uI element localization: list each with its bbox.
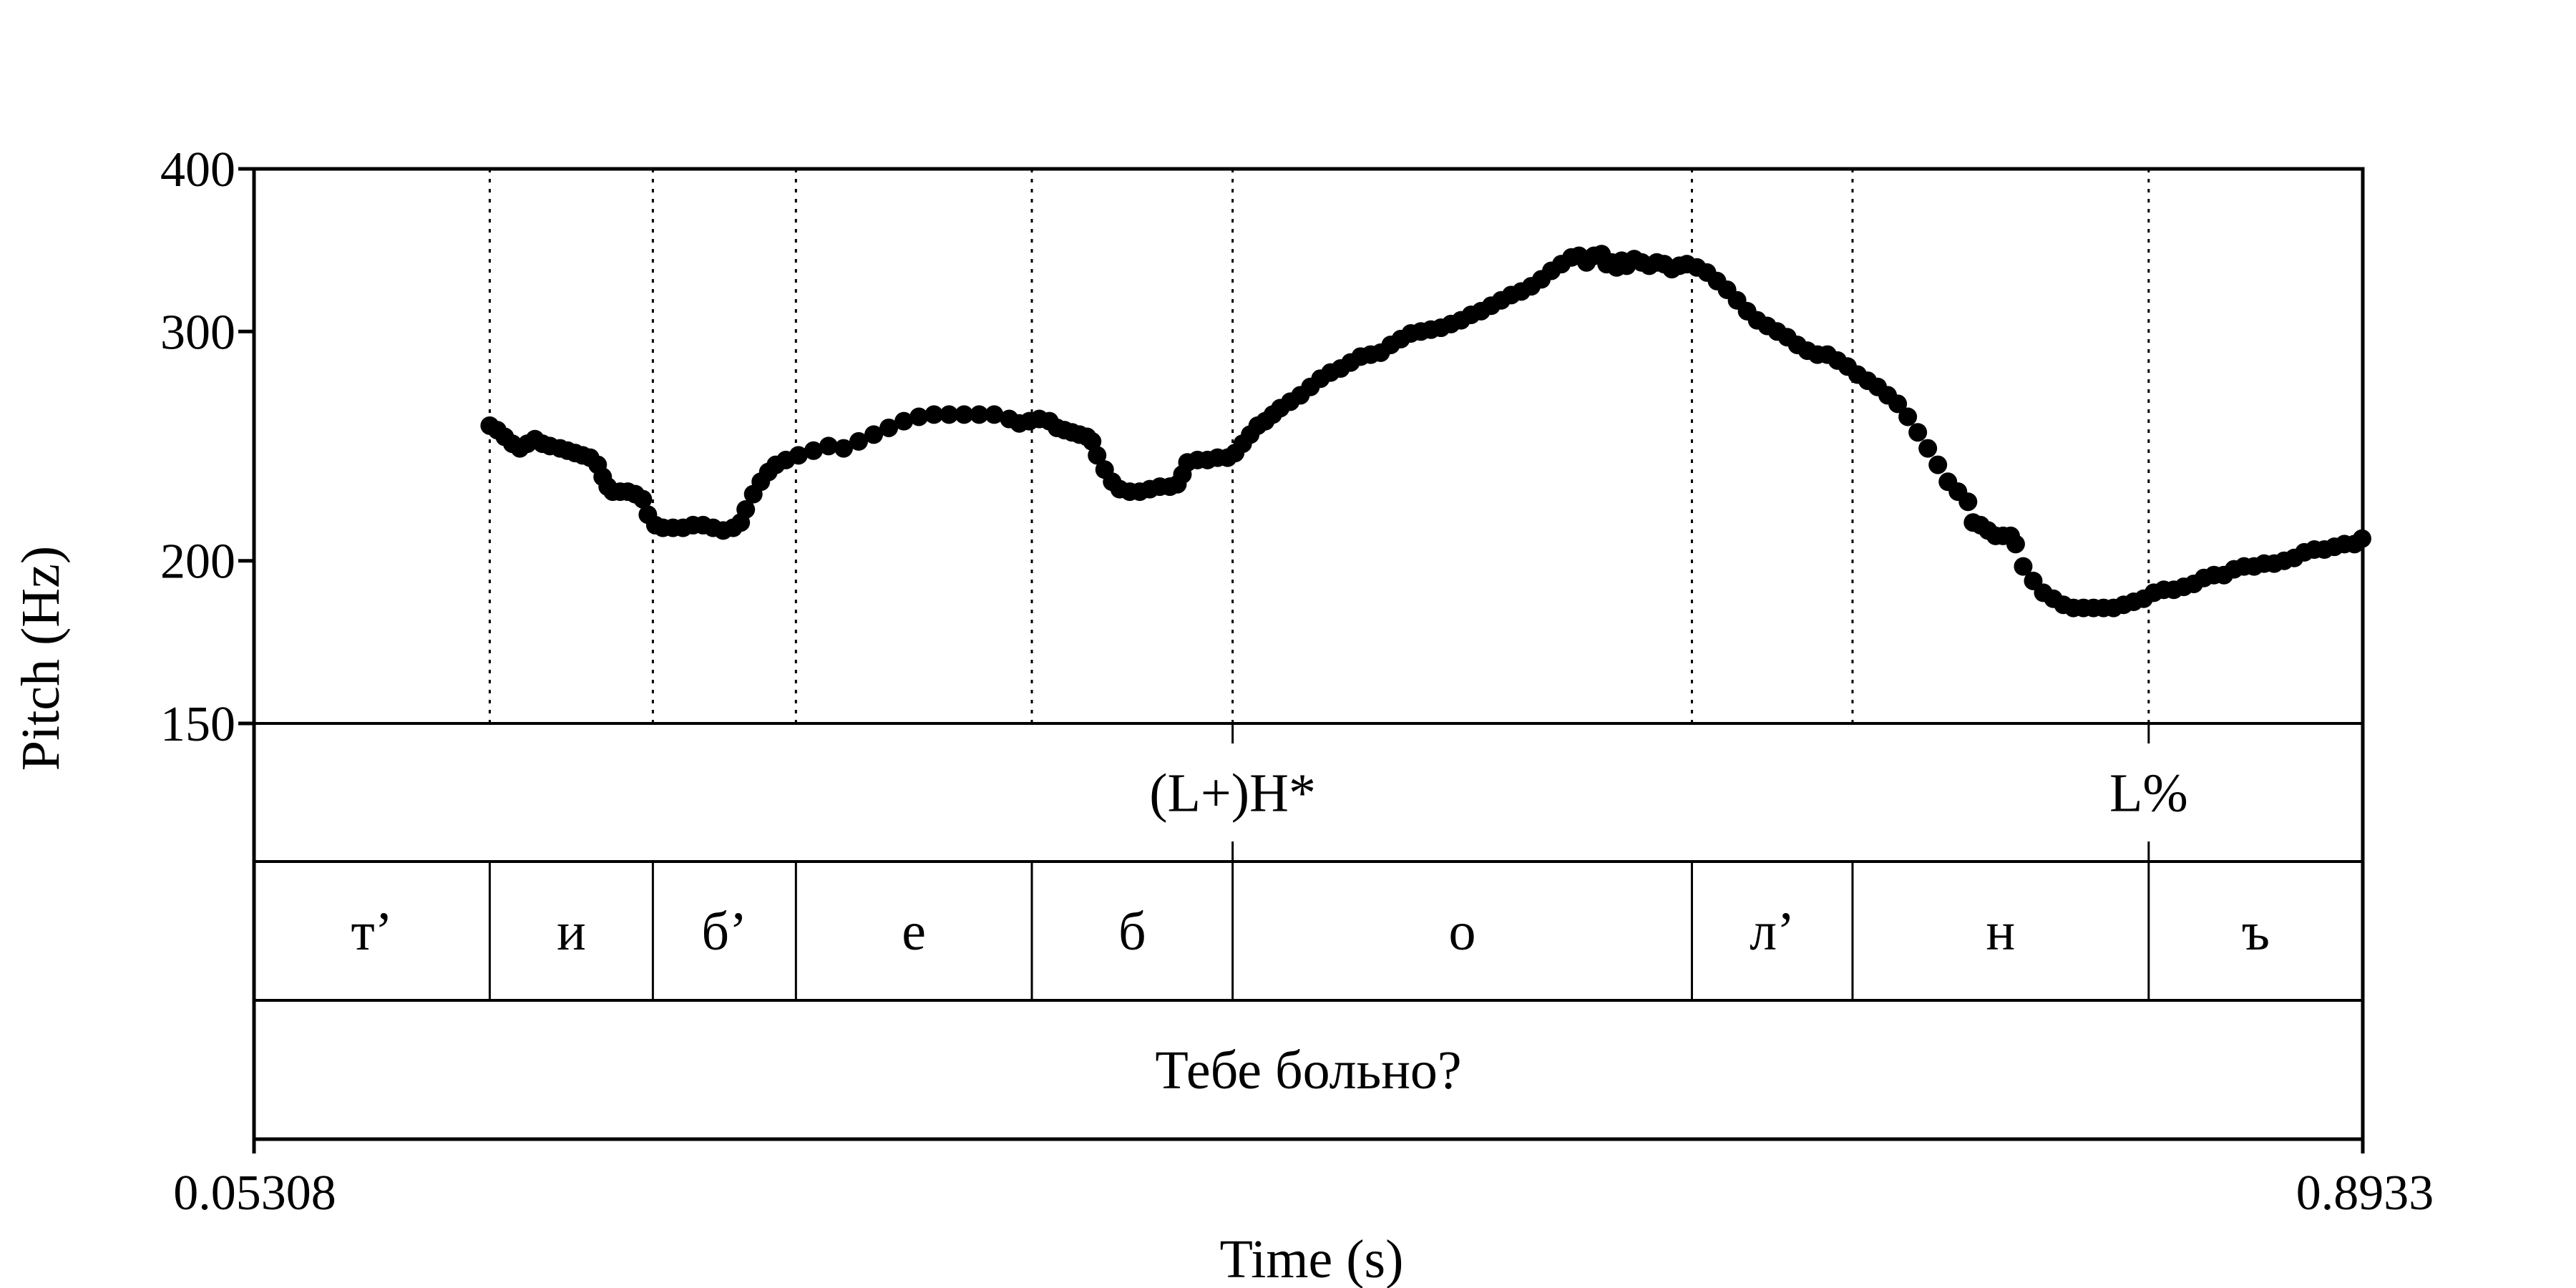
y-tick-label-2: 300 [160, 305, 235, 360]
phone-label-3: е [902, 902, 926, 962]
pitch-point-154 [1898, 407, 1918, 426]
tone-label-1: L% [2109, 763, 2188, 824]
pitch-point-43 [849, 431, 869, 451]
pitch-point-45 [879, 418, 899, 437]
pitch-point-153 [1888, 394, 1908, 414]
phone-label-7: н [1986, 902, 2016, 962]
y-axis-ticks: 150 200 300 400 [160, 142, 254, 752]
pitch-point-155 [1908, 423, 1928, 442]
y-tick-label-0: 150 [160, 697, 235, 752]
phone-label-8: ъ [2242, 902, 2270, 962]
x-axis-title: Time (s) [1220, 1229, 1404, 1288]
pitch-point-49 [940, 405, 959, 424]
y-tick-label-3: 400 [160, 142, 235, 197]
pitch-point-46 [894, 411, 914, 431]
pitch-point-167 [2006, 535, 2025, 554]
pitch-point-160 [1958, 492, 1978, 512]
y-tick-label-1: 200 [160, 535, 235, 590]
pitch-point-52 [985, 405, 1004, 424]
pitch-point-44 [864, 425, 884, 444]
x-min-label: 0.05308 [173, 1166, 336, 1221]
pitch-point-50 [955, 405, 974, 424]
phone-label-4: б [1118, 902, 1146, 962]
pitch-point-42 [834, 439, 853, 458]
pitch-point-47 [909, 407, 929, 426]
pitch-point-40 [804, 441, 823, 460]
pitch-point-21 [633, 489, 653, 509]
phone-label-6: л’ [1750, 902, 1795, 962]
pitch-point-51 [970, 405, 989, 424]
y-axis-title: Pitch (Hz) [11, 546, 71, 771]
phone-label-1: и [557, 902, 586, 962]
sentence-label-0: Тебе больно? [1155, 1040, 1461, 1101]
outer-frame [252, 167, 2365, 1141]
x-max-label: 0.8933 [2296, 1166, 2434, 1221]
phone-label-0: т’ [351, 902, 393, 962]
pitch-point-156 [1918, 439, 1938, 458]
pitch-point-39 [789, 446, 808, 465]
phone-label-2: б’ [701, 902, 747, 962]
pitch-point-157 [1928, 455, 1948, 474]
pitch-point-168 [2014, 557, 2033, 576]
annotation-tiers: (L+)H* L% т’ и б’ е б о л’ н ъ Тебе больно? [351, 763, 2270, 1101]
pitch-point-33 [736, 499, 756, 519]
phone-label-5: о [1449, 902, 1476, 962]
plot-frame [252, 167, 2365, 1153]
tone-label-0: (L+)H* [1149, 763, 1316, 824]
pitch-point-64 [1088, 446, 1107, 465]
pitch-point-41 [819, 436, 838, 456]
pitch-points [480, 245, 2371, 618]
boundary-lines [488, 169, 2150, 862]
pitch-point-48 [924, 405, 944, 424]
